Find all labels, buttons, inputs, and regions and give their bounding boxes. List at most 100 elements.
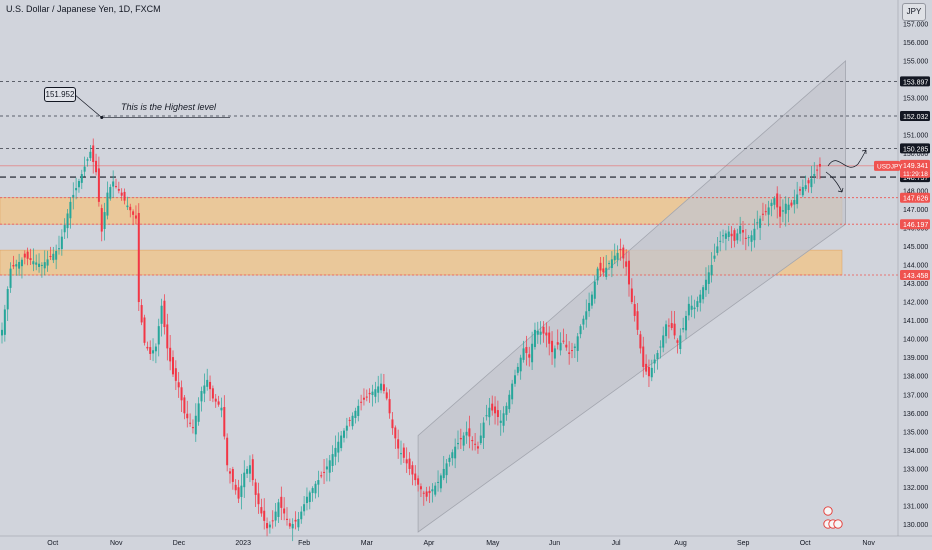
candle-body <box>590 294 593 306</box>
candle-body <box>425 491 428 497</box>
time-tick-label: Dec <box>173 540 186 547</box>
candle-body <box>1 329 3 336</box>
price-tick-label: 140.000 <box>903 337 928 344</box>
candle-body <box>736 233 739 241</box>
candle-body <box>60 236 63 250</box>
candle-body <box>331 454 334 466</box>
candle-body <box>799 189 801 191</box>
candle-body <box>394 427 397 439</box>
candle-body <box>288 523 291 527</box>
candle-body <box>143 317 146 343</box>
candle-body <box>650 367 653 378</box>
bearish-arrowhead <box>837 187 844 193</box>
candle-body <box>744 237 747 239</box>
candle-body <box>209 381 212 390</box>
candle-body <box>619 248 622 251</box>
candle-body <box>474 443 477 445</box>
candle-body <box>730 233 733 237</box>
currency-button[interactable]: JPY <box>902 3 926 21</box>
candle-body <box>223 407 226 437</box>
candle-body <box>197 403 200 422</box>
price-tick-label: 132.000 <box>903 485 928 492</box>
candle-body <box>152 350 155 354</box>
candle-body <box>40 264 43 266</box>
candle-body <box>231 469 234 482</box>
candle-body <box>810 178 813 188</box>
candle-body <box>411 465 414 475</box>
candle-body <box>186 413 189 419</box>
price-tick-label: 150.000 <box>903 151 928 158</box>
candle-body <box>699 294 702 303</box>
candle-body <box>568 352 571 354</box>
candle-body <box>134 215 137 219</box>
candle-body <box>539 331 542 335</box>
candle-body <box>271 520 274 522</box>
candle-body <box>140 305 143 323</box>
candle-body <box>488 407 491 418</box>
event-icons[interactable] <box>823 506 843 529</box>
candle-body <box>283 508 286 514</box>
candle-body <box>75 187 78 191</box>
candle-body <box>55 251 58 260</box>
candle-body <box>103 212 106 229</box>
candle-body <box>18 261 21 269</box>
candle-body <box>317 480 320 485</box>
candle-body <box>494 406 497 414</box>
candle-body <box>26 251 29 259</box>
candle-body <box>571 350 573 352</box>
candle-body <box>779 206 782 217</box>
candle-body <box>385 392 388 399</box>
candle-body <box>3 309 6 335</box>
candle-body <box>112 181 115 187</box>
time-tick-label: Nov <box>862 540 875 547</box>
price-tick-label: 134.000 <box>903 448 928 455</box>
candle-body <box>796 194 799 205</box>
candle-body <box>106 192 109 216</box>
level-price-tag-label: 147.626 <box>903 196 928 203</box>
candle-body <box>115 186 117 188</box>
candle-body <box>536 330 539 335</box>
candle-body <box>325 466 328 470</box>
candle-body <box>419 486 422 490</box>
candle-body <box>454 446 457 459</box>
candle-body <box>818 163 821 167</box>
candle-body <box>685 315 687 331</box>
candle-body <box>476 446 479 449</box>
candle-body <box>542 326 545 334</box>
candle-body <box>482 422 485 438</box>
candle-body <box>437 481 440 483</box>
time-tick-label: Sep <box>737 540 750 547</box>
candle-body <box>172 357 174 375</box>
candle-body <box>559 342 562 351</box>
candle-body <box>337 441 340 453</box>
candle-body <box>229 471 231 474</box>
candle-body <box>157 326 160 345</box>
candle-body <box>360 401 363 403</box>
candle-body <box>43 262 46 269</box>
level-price-tag <box>900 219 930 230</box>
candle-body <box>154 346 157 352</box>
level-price-tag-label: 153.897 <box>903 79 928 86</box>
candle-body <box>291 523 294 529</box>
time-axis[interactable]: Oct Nov Dec 2023 Feb Mar Apr May Jun Jul Aug Sep Oct… <box>47 540 875 547</box>
candle-body <box>351 415 354 427</box>
price-tick-label: 148.000 <box>903 188 928 195</box>
candle-body <box>32 261 35 265</box>
candle-body <box>462 435 465 446</box>
candle-body <box>522 348 525 360</box>
price-tick-label: 144.000 <box>903 262 928 269</box>
candle-body <box>696 301 699 308</box>
candle-body <box>596 268 599 281</box>
candle-body <box>166 324 169 349</box>
level-price-tag-label: 143.458 <box>903 273 928 280</box>
candle-body <box>305 496 308 504</box>
time-tick-label: Jun <box>549 540 560 547</box>
candle-body <box>573 346 576 348</box>
time-tick-label: Apr <box>424 540 436 547</box>
horizontal-levels <box>0 81 898 276</box>
candle-body <box>123 191 126 201</box>
candle-body <box>214 398 217 402</box>
price-tags: 153.897 152.032 150.285 148.737 147.626 146.1… <box>874 76 930 280</box>
candle-body <box>132 211 135 215</box>
